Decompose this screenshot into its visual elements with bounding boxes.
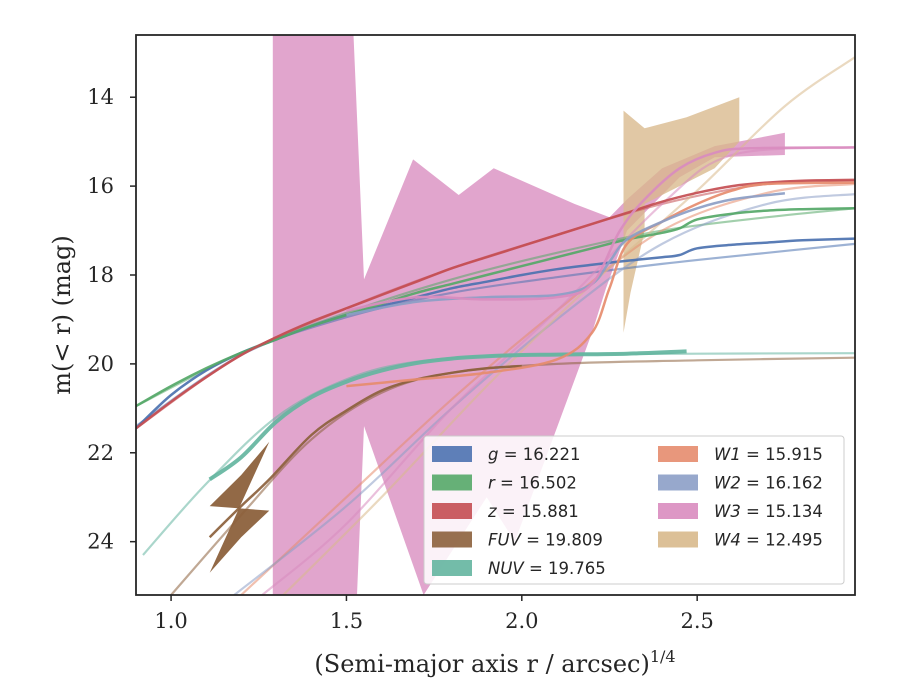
nuv-data-curve [208, 349, 687, 482]
y-tick-label: 14 [87, 85, 114, 109]
legend-items: g = 16.221 r = 16.502 z = 15.881 FUV = 19.8… [432, 445, 823, 578]
legend-item-r: r = 16.502 [432, 474, 577, 493]
legend-item-w4: W4 = 12.495 [658, 531, 823, 550]
fuv-uncertainty-band [209, 441, 270, 573]
fuv-data-curve [208, 364, 522, 539]
legend-swatch-nuv [432, 560, 472, 576]
y-tick-label: 16 [87, 174, 114, 198]
legend-swatch-w4 [658, 531, 698, 548]
legend-swatch-z [432, 503, 472, 519]
legend-label-g: g = 16.221 [488, 445, 581, 464]
w3-data-curve [346, 146, 855, 312]
y-tick-label: 20 [87, 352, 114, 376]
legend-label-r: r = 16.502 [488, 474, 577, 493]
x-axis-title-exponent: 1/4 [650, 647, 676, 666]
legend-item-g: g = 16.221 [432, 445, 581, 464]
legend-label-w1: W1 = 15.915 [714, 445, 823, 464]
legend-label-fuv: FUV = 19.809 [488, 531, 603, 550]
legend-label-w3: W3 = 15.134 [714, 502, 823, 521]
legend-label-w4: W4 = 12.495 [714, 531, 823, 550]
legend-frame [423, 435, 845, 585]
x-axis-ticks: 1.0 1.5 2.0 2.5 [154, 595, 714, 633]
plot-area-frame [135, 34, 856, 596]
w4-uncertainty-band [623, 97, 740, 333]
w1-data-curve [346, 181, 855, 388]
legend-swatch-w3 [658, 503, 698, 519]
legend-item-w1: W1 = 15.915 [658, 445, 823, 464]
legend-swatch-w2 [658, 474, 698, 491]
x-tick-label: 1.0 [154, 609, 187, 633]
legend-swatch-fuv [432, 531, 472, 548]
legend-item-w3: W3 = 15.134 [658, 502, 823, 521]
legend-label-w2: W2 = 16.162 [714, 474, 823, 493]
x-axis-title-text: (Semi-major axis r / arcsec) [314, 650, 649, 678]
legend-swatch-g [432, 446, 472, 462]
data-curves [136, 146, 855, 539]
y-tick-label: 24 [87, 530, 114, 554]
legend-label-z: z = 15.881 [487, 502, 579, 521]
y-axis-title: m(< r) (mag) [48, 235, 76, 394]
y-tick-label: 18 [87, 263, 114, 287]
legend-label-nuv: NUV = 19.765 [488, 559, 606, 578]
x-tick-label: 1.5 [330, 609, 363, 633]
legend: g = 16.221 r = 16.502 z = 15.881 FUV = 19.8… [423, 435, 845, 585]
legend-item-nuv: NUV = 19.765 [432, 559, 606, 578]
w2-model-curve [233, 193, 855, 595]
legend-swatch-r [432, 474, 472, 491]
x-axis-title: (Semi-major axis r / arcsec)1/4 [314, 647, 675, 678]
y-axis-ticks: 14 16 18 20 22 24 [87, 85, 136, 554]
x-tick-label: 2.5 [680, 609, 713, 633]
z-data-curve [136, 178, 855, 430]
legend-item-fuv: FUV = 19.809 [432, 531, 603, 550]
legend-item-z: z = 15.881 [432, 502, 579, 521]
legend-item-w2: W2 = 16.162 [658, 474, 823, 493]
x-tick-label: 2.0 [505, 609, 538, 633]
y-tick-label: 22 [87, 441, 114, 465]
legend-swatch-w1 [658, 446, 698, 462]
